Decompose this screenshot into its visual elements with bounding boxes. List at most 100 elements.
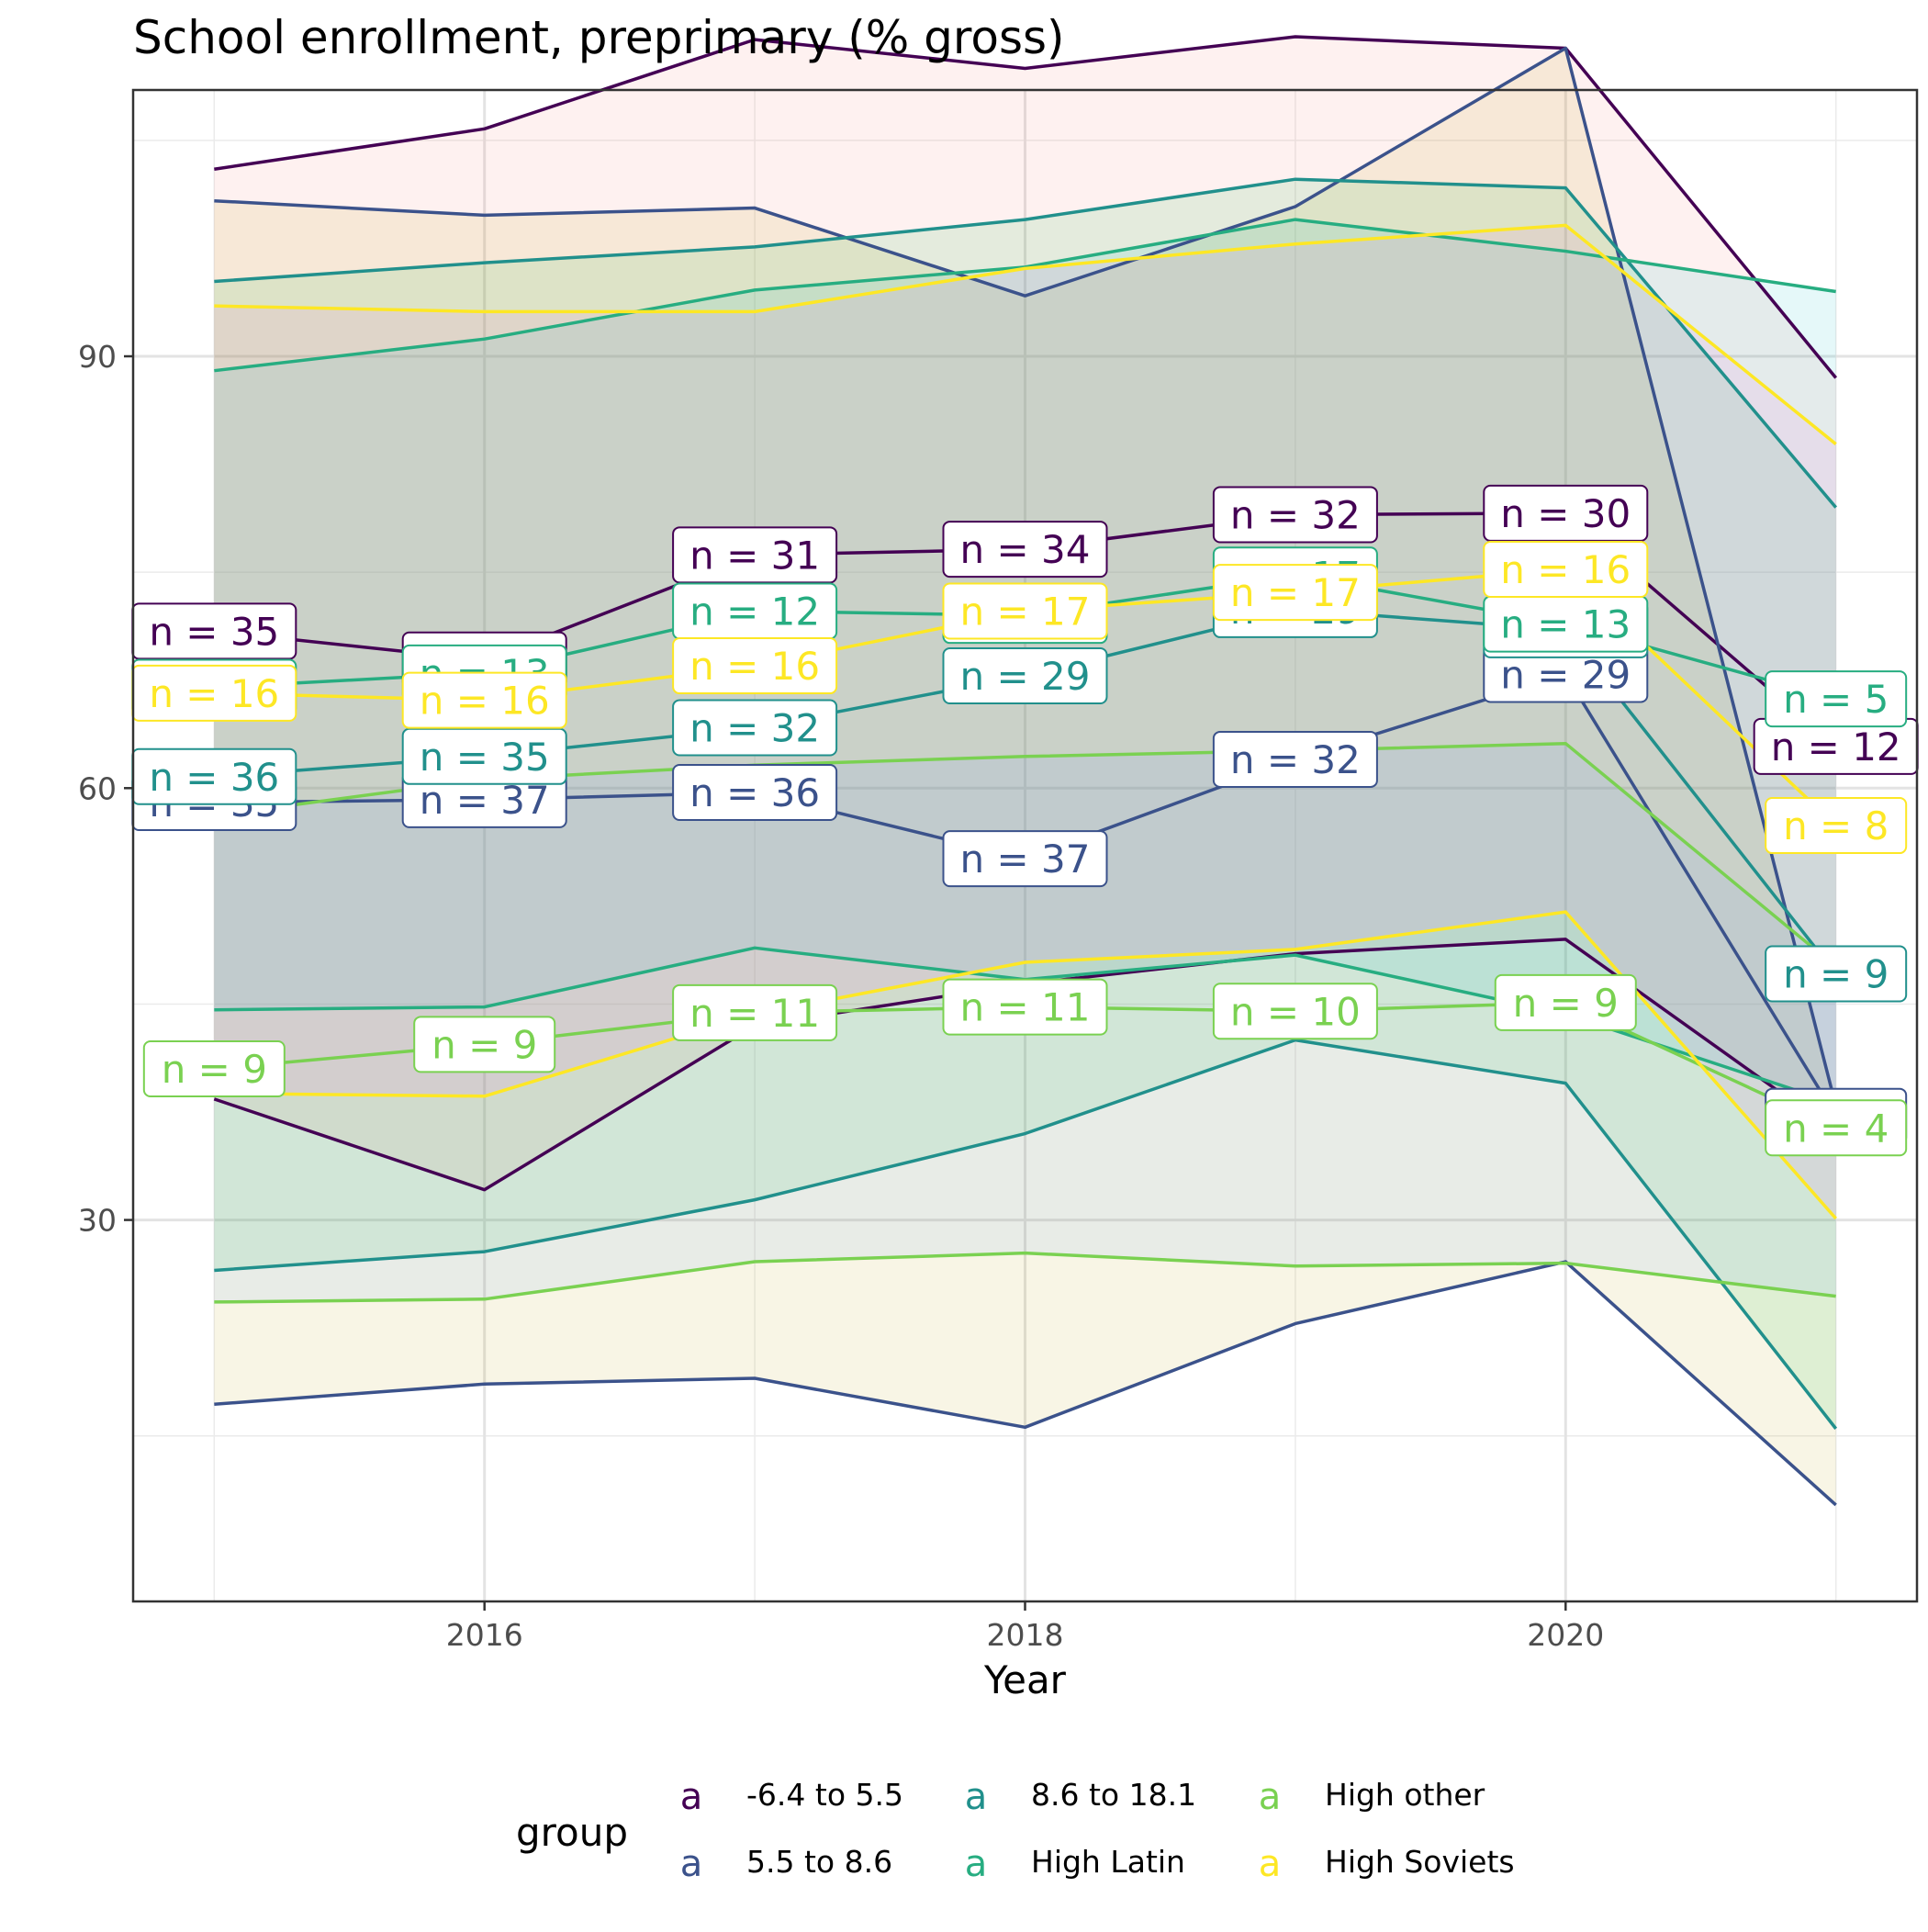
count-label-6-4-to-5-5: n = 31: [672, 526, 838, 584]
count-label-text: n = 12: [689, 589, 820, 634]
count-label-text: n = 32: [689, 705, 820, 750]
legend-key-glyph: a: [1259, 1843, 1282, 1885]
count-label-text: n = 32: [1230, 492, 1361, 537]
legend-key-glyph: a: [680, 1776, 703, 1818]
count-label-text: n = 8: [1783, 803, 1889, 848]
legend-label: -6.4 to 5.5: [746, 1777, 903, 1813]
legend-key-glyph: a: [680, 1843, 703, 1885]
count-label-text: n = 29: [1500, 652, 1631, 697]
legend-label: 8.6 to 18.1: [1031, 1777, 1196, 1813]
count-label-text: n = 30: [1500, 491, 1631, 536]
y-tick-label: 30: [78, 1203, 117, 1239]
count-label-box: [401, 671, 567, 729]
count-label-high-latin: n = 13: [1483, 595, 1649, 653]
count-label-high-latin: n = 5: [1765, 670, 1908, 728]
count-label-6-4-to-5-5: n = 30: [1483, 484, 1649, 542]
count-label-box: [942, 978, 1108, 1036]
count-label-text: n = 12: [1771, 724, 1901, 769]
count-label-5-5-to-8-6: n = 36: [672, 763, 838, 821]
x-tick-label: 2018: [987, 1617, 1064, 1653]
chart-title: School enrollment, preprimary (% gross): [133, 11, 1065, 64]
count-label-text: n = 17: [960, 589, 1091, 634]
count-label-6-4-to-5-5: n = 32: [1212, 486, 1378, 544]
count-label-box: [1483, 541, 1649, 599]
lower-line-high-other: [214, 1251, 1836, 1304]
count-label-high-other: n = 9: [142, 1039, 286, 1097]
count-label-box: [142, 1039, 286, 1097]
legend-item-high-latin: a High Latin: [965, 1843, 1185, 1885]
count-label-text: n = 11: [960, 985, 1091, 1030]
legend-item-8-6-to-18-1: a 8.6 to 18.1: [965, 1776, 1196, 1818]
count-label-text: n = 32: [1230, 737, 1361, 782]
upper-line-8-6-to-18-1: [214, 177, 1838, 509]
count-label-text: n = 34: [960, 527, 1091, 572]
count-label-8-6-to-18-1: n = 9: [1765, 945, 1908, 1003]
count-label-box: [1212, 564, 1378, 622]
count-label-box: [401, 727, 567, 785]
count-label-text: n = 4: [1783, 1106, 1889, 1151]
count-label-box: [1212, 486, 1378, 544]
count-label-6-4-to-5-5: n = 35: [131, 602, 297, 660]
count-label-high-soviets: n = 8: [1765, 797, 1908, 855]
count-label-text: n = 36: [689, 770, 820, 815]
count-label-box: [1483, 484, 1649, 542]
count-label-text: n = 31: [689, 533, 820, 578]
count-label-high-soviets: n = 17: [1212, 564, 1378, 622]
count-label-text: n = 35: [149, 609, 279, 654]
count-label-text: n = 13: [1500, 602, 1631, 647]
legend-title: group: [516, 1810, 628, 1855]
count-label-high-other: n = 9: [413, 1016, 556, 1073]
upper-line-high-soviets: [214, 223, 1837, 445]
count-label-box: [672, 983, 838, 1041]
count-label-text: n = 9: [432, 1022, 537, 1067]
count-label-text: n = 29: [960, 654, 1091, 699]
x-tick-label: 2016: [446, 1617, 523, 1653]
count-label-text: n = 16: [149, 671, 279, 716]
count-label-6-4-to-5-5: n = 34: [942, 521, 1108, 578]
legend-item-5-5-to-8-6: a 5.5 to 8.6: [680, 1843, 892, 1885]
ribbon-8-6-to-18-1: [214, 179, 1836, 1429]
count-label-text: n = 35: [420, 735, 550, 780]
count-label-box: [942, 521, 1108, 578]
count-label-box: [1494, 973, 1637, 1031]
count-label-5-5-to-8-6: n = 32: [1212, 730, 1378, 788]
legend-label: High other: [1325, 1777, 1485, 1813]
count-label-8-6-to-18-1: n = 29: [942, 647, 1108, 705]
legend-label: High Soviets: [1325, 1844, 1515, 1880]
count-label-box: [942, 647, 1108, 705]
count-label-box: [1765, 1099, 1908, 1157]
x-tick-label: 2020: [1527, 1617, 1604, 1653]
count-label-box: [1765, 945, 1908, 1003]
count-label-box: [672, 763, 838, 821]
count-label-text: n = 16: [420, 679, 550, 724]
count-label-high-latin: n = 12: [672, 582, 838, 640]
count-label-text: n = 16: [1500, 547, 1631, 592]
lower-line-high-soviets: [214, 910, 1837, 1220]
count-label-high-other: n = 11: [672, 983, 838, 1041]
count-label-high-soviets: n = 16: [1483, 541, 1649, 599]
legend-label: High Latin: [1031, 1844, 1185, 1880]
count-label-box: [413, 1016, 556, 1073]
count-label-6-4-to-5-5: n = 12: [1753, 717, 1919, 775]
count-label-text: n = 17: [1230, 570, 1361, 615]
count-label-high-soviets: n = 16: [131, 664, 297, 722]
count-label-box: [942, 830, 1108, 888]
count-label-text: n = 10: [1230, 989, 1361, 1034]
legend-label: 5.5 to 8.6: [746, 1844, 892, 1880]
count-label-box: [1765, 797, 1908, 855]
x-axis-title: Year: [983, 1657, 1067, 1702]
count-label-high-other: n = 4: [1765, 1099, 1908, 1157]
legend-key-glyph: a: [1259, 1776, 1282, 1818]
count-label-text: n = 5: [1783, 677, 1889, 722]
legend-key-glyph: a: [965, 1776, 988, 1818]
count-label-5-5-to-8-6: n = 37: [401, 770, 567, 828]
count-label-high-soviets: n = 17: [942, 582, 1108, 640]
count-label-high-other: n = 9: [1494, 973, 1637, 1031]
ribbon-high-soviets: [214, 225, 1836, 1219]
count-label-text: n = 9: [162, 1047, 267, 1092]
lower-line-8-6-to-18-1: [214, 1038, 1838, 1430]
count-label-high-soviets: n = 16: [401, 671, 567, 729]
count-label-8-6-to-18-1: n = 35: [401, 727, 567, 785]
